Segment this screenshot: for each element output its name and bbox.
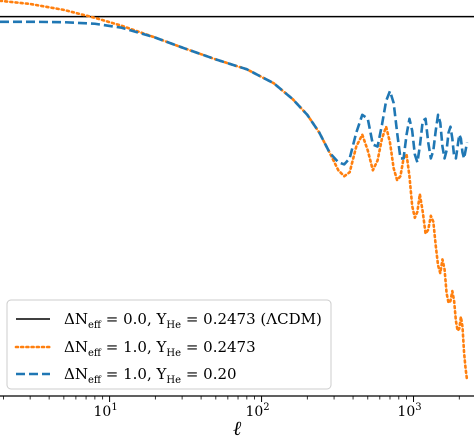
- legend-box: [6, 299, 332, 390]
- x-axis-label: ℓ: [233, 416, 242, 440]
- axes: 101 102 103 ℓ: [0, 395, 474, 440]
- x-tick-label: 103: [397, 402, 421, 420]
- x-ticks: 101 102 103: [2, 396, 460, 420]
- plot-area: [0, 0, 474, 382]
- x-tick-label: 102: [245, 402, 269, 420]
- legend-label: ΔNeff = 0.0, YHe = 0.2473 (ΛCDM): [64, 310, 322, 331]
- legend: ΔNeff = 0.0, YHe = 0.2473 (ΛCDM) ΔNeff = …: [6, 299, 332, 390]
- legend-label: ΔNeff = 1.0, YHe = 0.20: [64, 365, 237, 386]
- legend-label: ΔNeff = 1.0, YHe = 0.2473: [64, 338, 256, 359]
- legend-entries: ΔNeff = 0.0, YHe = 0.2473 (ΛCDM) ΔNeff = …: [14, 310, 322, 386]
- series-line-dashed: [0, 20, 469, 166]
- x-tick-label: 101: [94, 402, 118, 420]
